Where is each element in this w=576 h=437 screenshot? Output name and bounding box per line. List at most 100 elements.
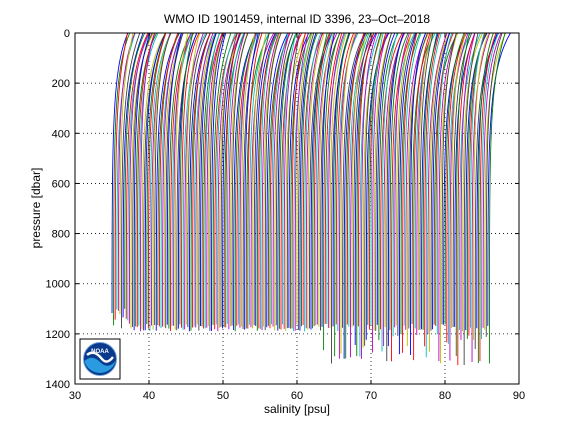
profile-line: [182, 32, 207, 330]
profile-line: [447, 32, 471, 344]
profile-line: [348, 32, 370, 327]
profile-line: [413, 32, 431, 361]
profile-line: [318, 32, 334, 327]
profile-line: [225, 32, 240, 328]
profile-line: [400, 32, 421, 335]
profile-line: [244, 32, 259, 330]
profile-line: [212, 32, 232, 325]
profile-line: [195, 32, 214, 328]
profile-line: [125, 32, 149, 319]
profile-line: [297, 32, 315, 330]
profile-line: [403, 32, 422, 326]
profile-line: [193, 32, 216, 327]
profile-line: [117, 32, 136, 311]
profile-line: [424, 32, 440, 347]
profile-line: [334, 32, 350, 357]
profile-line: [198, 32, 217, 331]
profile-line: [236, 32, 258, 326]
profile-line: [367, 32, 388, 325]
profile-line: [440, 32, 458, 364]
profile-line: [296, 32, 313, 325]
profile-line: [397, 32, 417, 336]
profile-line: [398, 32, 417, 355]
profile-line: [432, 32, 450, 330]
profile-line: [383, 32, 406, 346]
profile-line: [139, 32, 156, 332]
profile-line: [387, 32, 405, 347]
profile-line: [451, 32, 467, 328]
profile-line: [315, 32, 333, 326]
profile-line: [384, 32, 405, 327]
profile-line: [269, 32, 291, 329]
profile-line: [128, 32, 150, 324]
profile-line: [223, 32, 245, 328]
profile-line: [441, 32, 457, 325]
profile-line: [473, 32, 490, 341]
profile-line: [277, 32, 297, 331]
profile-line: [389, 32, 409, 331]
profile-line: [124, 32, 146, 310]
profile-line: [144, 32, 167, 331]
profile-line: [168, 32, 192, 329]
profile-line: [481, 32, 499, 339]
profile-line: [414, 32, 436, 329]
profile-line: [381, 32, 398, 352]
profile-line: [327, 32, 345, 328]
profile-line: [283, 32, 301, 329]
profile-line: [372, 32, 389, 353]
profile-line: [394, 32, 410, 328]
profile-line: [234, 32, 257, 332]
profile-line: [264, 32, 282, 331]
profile-line: [356, 32, 375, 357]
profile-line: [474, 32, 500, 349]
profile-line: [245, 32, 270, 329]
profile-line: [323, 32, 341, 351]
profile-line: [343, 32, 367, 359]
profile-line: [410, 32, 427, 355]
profile-line: [422, 32, 438, 330]
profile-line: [173, 32, 192, 326]
profile-line: [454, 32, 476, 327]
profile-line: [457, 32, 476, 366]
profile-line: [416, 32, 432, 336]
profile-line: [391, 32, 412, 362]
profile-line: [231, 32, 249, 326]
profile-line: [266, 32, 289, 328]
noaa-logo: NOAA: [79, 338, 121, 380]
y-tick-label: 1000: [46, 279, 70, 291]
profile-line: [428, 32, 450, 352]
profile-line: [282, 32, 297, 325]
profile-line: [438, 32, 458, 361]
profile-line: [370, 32, 384, 326]
profile-line: [261, 32, 280, 331]
profile-line: [155, 32, 180, 331]
profile-line: [286, 32, 301, 329]
y-tick-label: 200: [52, 78, 70, 90]
profile-line: [209, 32, 226, 331]
profile-line: [222, 32, 241, 329]
profile-line: [479, 32, 497, 362]
profile-line: [458, 32, 481, 331]
y-tick-label: 1400: [46, 379, 70, 391]
profile-line: [361, 32, 378, 359]
profile-line: [204, 32, 220, 329]
profile-line: [417, 32, 433, 331]
profile-line: [395, 32, 412, 326]
profile-line: [302, 32, 324, 325]
profile-line: [421, 32, 439, 330]
profile-line: [239, 32, 257, 328]
profile-line: [354, 32, 377, 345]
profile-line: [455, 32, 470, 357]
profile-line: [214, 32, 238, 330]
profile-line: [425, 32, 442, 358]
profile-line: [316, 32, 338, 325]
profile-line: [342, 32, 366, 328]
profile-line: [147, 32, 167, 329]
profile-line: [201, 32, 221, 327]
profile-line: [192, 32, 211, 328]
profile-line: [228, 32, 246, 330]
profile-line: [226, 32, 245, 324]
profile-line: [299, 32, 317, 331]
profile-line: [452, 32, 473, 327]
